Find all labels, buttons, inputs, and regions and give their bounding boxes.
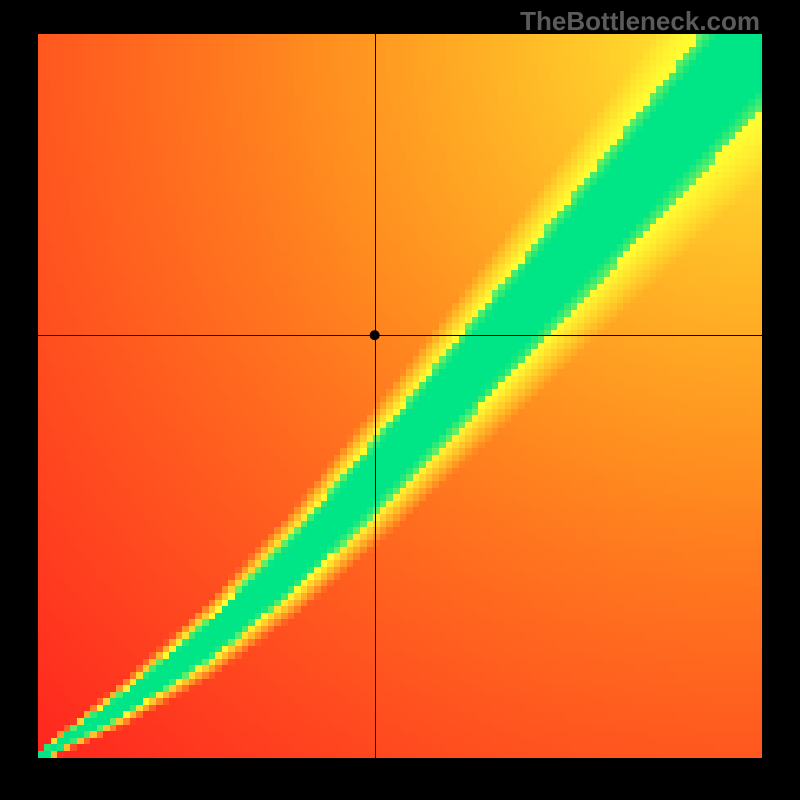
chart-container: TheBottleneck.com	[0, 0, 800, 800]
bottleneck-heatmap	[38, 34, 762, 758]
watermark-text: TheBottleneck.com	[520, 6, 760, 37]
